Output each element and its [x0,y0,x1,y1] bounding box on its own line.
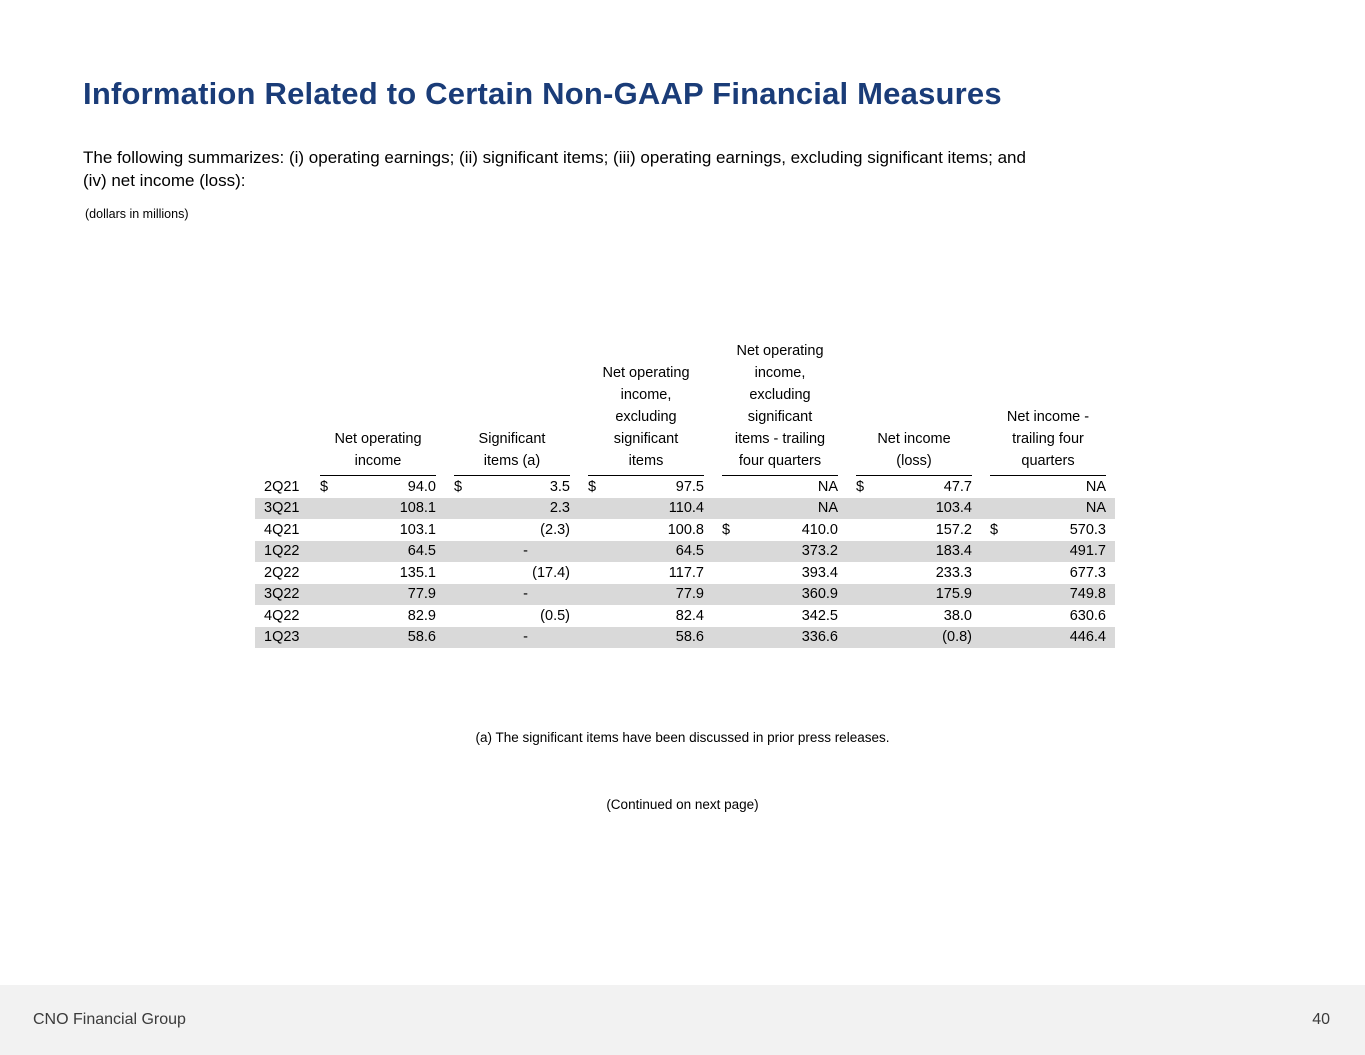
table-row: 1Q23 58.6 - 58.6 336.6 (0.8) 446.4 [255,626,1115,648]
continued-note: (Continued on next page) [606,797,759,812]
intro-text: The following summarizes: (i) operating … [83,148,1026,190]
footer-bar: CNO Financial Group 40 [0,985,1365,1055]
col-header-net-operating-income: Net operating income [320,428,436,476]
cell-value: 360.9 [801,586,838,603]
dollar-sign: $ [588,478,597,495]
cell-value: 110.4 [668,500,704,517]
row-quarter-label: 4Q22 [264,607,300,624]
cell-value: 233.3 [935,564,972,581]
cell-value: 64.5 [407,543,436,560]
row-quarter-label: 1Q22 [264,543,300,560]
cell-value: - [523,586,528,603]
cell-value: 47.7 [943,478,972,495]
cell-value: 82.4 [675,607,704,624]
cell-value: 103.1 [399,521,436,538]
cell-value: (0.8) [942,629,972,646]
cell-value: 749.8 [1069,586,1106,603]
financial-table: Net operating income Significant items (… [255,340,1115,648]
cell-value: NA [817,500,838,517]
row-quarter-label: 1Q23 [264,629,300,646]
row-quarter-label: 2Q21 [264,478,300,495]
cell-value: 446.4 [1069,629,1106,646]
cell-value: 97.5 [675,478,704,495]
page-title: Information Related to Certain Non-GAAP … [83,76,1002,111]
row-quarter-label: 3Q21 [264,500,300,517]
cell-value: NA [817,478,838,495]
cell-value: NA [1085,500,1106,517]
dollar-sign: $ [856,478,865,495]
table-row: 1Q22 64.5 - 64.5 373.2 183.4 491.7 [255,540,1115,562]
units-note: (dollars in millions) [85,207,189,221]
cell-value: 630.6 [1069,607,1106,624]
dollar-sign: $ [722,521,731,538]
cell-value: 373.2 [801,543,838,560]
quarter-column-header [255,340,311,476]
cell-value: 108.1 [399,500,436,517]
footer-page-number: 40 [1312,1011,1330,1028]
cell-value: 38.0 [943,607,972,624]
dollar-sign: $ [454,478,463,495]
cell-value: 570.3 [1069,521,1106,538]
row-quarter-label: 4Q21 [264,521,300,538]
cell-value: 677.3 [1069,564,1106,581]
table-row: 3Q22 77.9 - 77.9 360.9 175.9 749.8 [255,583,1115,605]
cell-value: 393.4 [801,564,838,581]
cell-value: 2.3 [549,500,570,517]
cell-value: (0.5) [540,607,570,624]
cell-value: NA [1085,478,1106,495]
col-header-net-income-loss: Net income (loss) [856,428,972,476]
cell-value: 58.6 [675,629,704,646]
table-row: 4Q21 103.1 (2.3) 100.8 $410.0 157.2 $570… [255,519,1115,541]
cell-value: 336.6 [801,629,838,646]
dollar-sign: $ [990,521,999,538]
col-header-significant-items: Significant items (a) [454,428,570,476]
cell-value: 103.4 [935,500,972,517]
col-header-noi-excluding-significant-items: Net operating income, excluding signific… [588,362,704,476]
footer-company: CNO Financial Group [33,1011,186,1028]
cell-value: 135.1 [399,564,436,581]
cell-value: 3.5 [549,478,570,495]
col-header-noi-excluding-trailing-four-quarters: Net operating income, excluding signific… [722,340,838,476]
cell-value: 410.0 [801,521,838,538]
table-header-row: Net operating income Significant items (… [255,340,1115,476]
cell-value: 94.0 [407,478,436,495]
cell-value: (17.4) [532,564,570,581]
cell-value: 183.4 [935,543,972,560]
cell-value: 100.8 [667,521,704,538]
cell-value: 82.9 [407,607,436,624]
cell-value: (2.3) [540,521,570,538]
row-quarter-label: 3Q22 [264,586,300,603]
cell-value: 491.7 [1069,543,1106,560]
table-row: 4Q22 82.9 (0.5) 82.4 342.5 38.0 630.6 [255,605,1115,627]
row-quarter-label: 2Q22 [264,564,300,581]
cell-value: - [523,543,528,560]
cell-value: 157.2 [935,521,972,538]
table-row: 2Q21 $94.0 $3.5 $97.5 NA $47.7 NA [255,476,1115,498]
cell-value: 175.9 [935,586,972,603]
cell-value: 117.7 [668,564,704,581]
footnote: (a) The significant items have been disc… [475,730,890,745]
cell-value: 64.5 [675,543,704,560]
table-row: 3Q21 108.1 2.3 110.4 NA 103.4 NA [255,497,1115,519]
cell-value: 77.9 [675,586,704,603]
col-header-net-income-trailing-four-quarters: Net income - trailing four quarters [990,406,1106,476]
dollar-sign: $ [320,478,329,495]
cell-value: 342.5 [801,607,838,624]
table-row: 2Q22 135.1 (17.4) 117.7 393.4 233.3 677.… [255,562,1115,584]
cell-value: - [523,629,528,646]
cell-value: 77.9 [407,586,436,603]
cell-value: 58.6 [407,629,436,646]
